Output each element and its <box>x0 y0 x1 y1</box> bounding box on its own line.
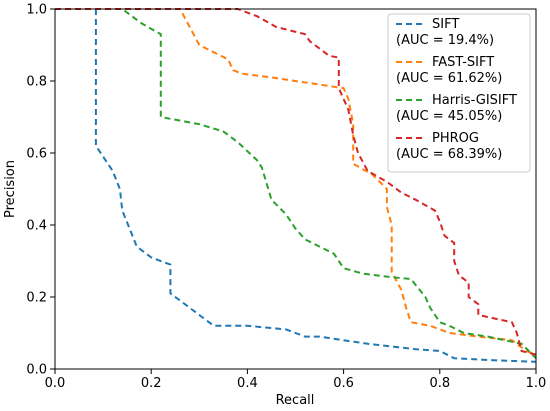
series-layer <box>55 8 537 363</box>
x-tick-label: 0.8 <box>429 376 450 391</box>
y-tick-label: 0.6 <box>26 147 47 162</box>
series-line-phrog <box>55 8 537 356</box>
legend-label-fast-sift: FAST-SIFT <box>432 55 494 70</box>
series-line-harris-gisift <box>55 8 537 359</box>
legend-auc-sift: (AUC = 19.4%) <box>396 33 494 48</box>
series-line-sift <box>94 9 537 363</box>
y-axis-ticks: 0.0 0.2 0.4 0.6 0.8 1.0 <box>26 3 55 378</box>
legend-label-phrog: PHROG <box>432 131 479 146</box>
plot-area-frame <box>54 8 537 370</box>
x-axis-ticks: 0.0 0.2 0.4 0.6 0.8 1.0 <box>45 369 547 391</box>
y-tick-label: 0.0 <box>26 363 47 378</box>
x-tick-label: 0.4 <box>237 376 258 391</box>
legend: SIFT(AUC = 19.4%) FAST-SIFT(AUC = 61.62%)… <box>387 13 531 173</box>
legend-auc-harris-gisift: (AUC = 45.05%) <box>396 109 502 124</box>
x-tick-label: 0.6 <box>333 376 354 391</box>
y-tick-label: 1.0 <box>26 3 47 18</box>
x-tick-label: 0.0 <box>45 376 66 391</box>
y-tick-label: 0.4 <box>26 219 47 234</box>
x-axis-label: Recall <box>276 393 315 408</box>
y-tick-label: 0.8 <box>26 75 47 90</box>
legend-auc-phrog: (AUC = 68.39%) <box>396 147 502 162</box>
legend-label-sift: SIFT <box>432 17 459 32</box>
x-tick-label: 0.2 <box>141 376 162 391</box>
legend-auc-fast-sift: (AUC = 61.62%) <box>396 71 502 86</box>
x-tick-label: 1.0 <box>526 376 547 391</box>
y-tick-label: 0.2 <box>26 291 47 306</box>
legend-label-harris-gisift: Harris-GISIFT <box>432 93 517 108</box>
legend-box <box>387 13 531 173</box>
y-axis-label: Precision <box>3 160 18 218</box>
series-line-fast-sift <box>55 8 537 356</box>
